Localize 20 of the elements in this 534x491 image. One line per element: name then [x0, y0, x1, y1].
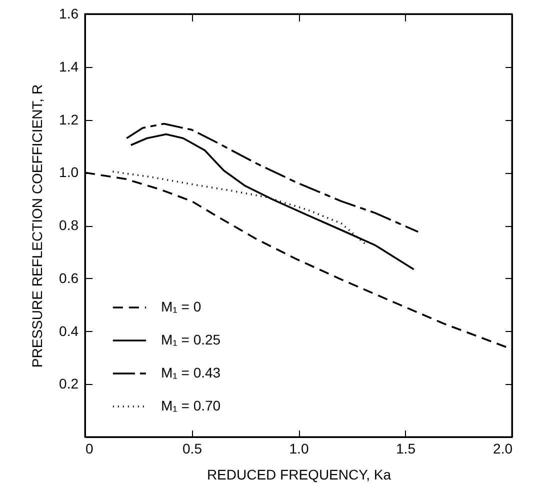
legend-label: M₁ = 0.43 — [161, 364, 221, 380]
x-tick-label: 2.0 — [493, 440, 513, 456]
x-tick-label: 0 — [86, 440, 94, 456]
x-tick-label: 1.0 — [289, 440, 309, 456]
y-tick-label: 0.2 — [59, 376, 79, 392]
legend-label: M₁ = 0 — [161, 298, 202, 314]
x-axis-title: REDUCED FREQUENCY, Ka — [206, 466, 392, 482]
y-tick-label: 1.2 — [59, 111, 79, 128]
y-axis-title: PRESSURE REFLECTION COEFFICIENT, R — [29, 84, 46, 368]
y-tick-label: 1.6 — [59, 6, 79, 22]
y-tick-label: 0.4 — [59, 322, 79, 339]
legend-label: M₁ = 0.70 — [161, 398, 221, 414]
y-tick-label: 1.0 — [59, 164, 79, 180]
y-tick-label: 1.4 — [59, 58, 79, 74]
y-tick-label: 0.8 — [59, 217, 79, 233]
x-tick-label: 1.5 — [396, 440, 416, 456]
legend-label: M₁ = 0.25 — [161, 332, 221, 348]
y-tick-label: 0.6 — [59, 270, 79, 286]
line-series — [126, 122, 419, 233]
x-tick-label: 0.5 — [182, 440, 202, 456]
